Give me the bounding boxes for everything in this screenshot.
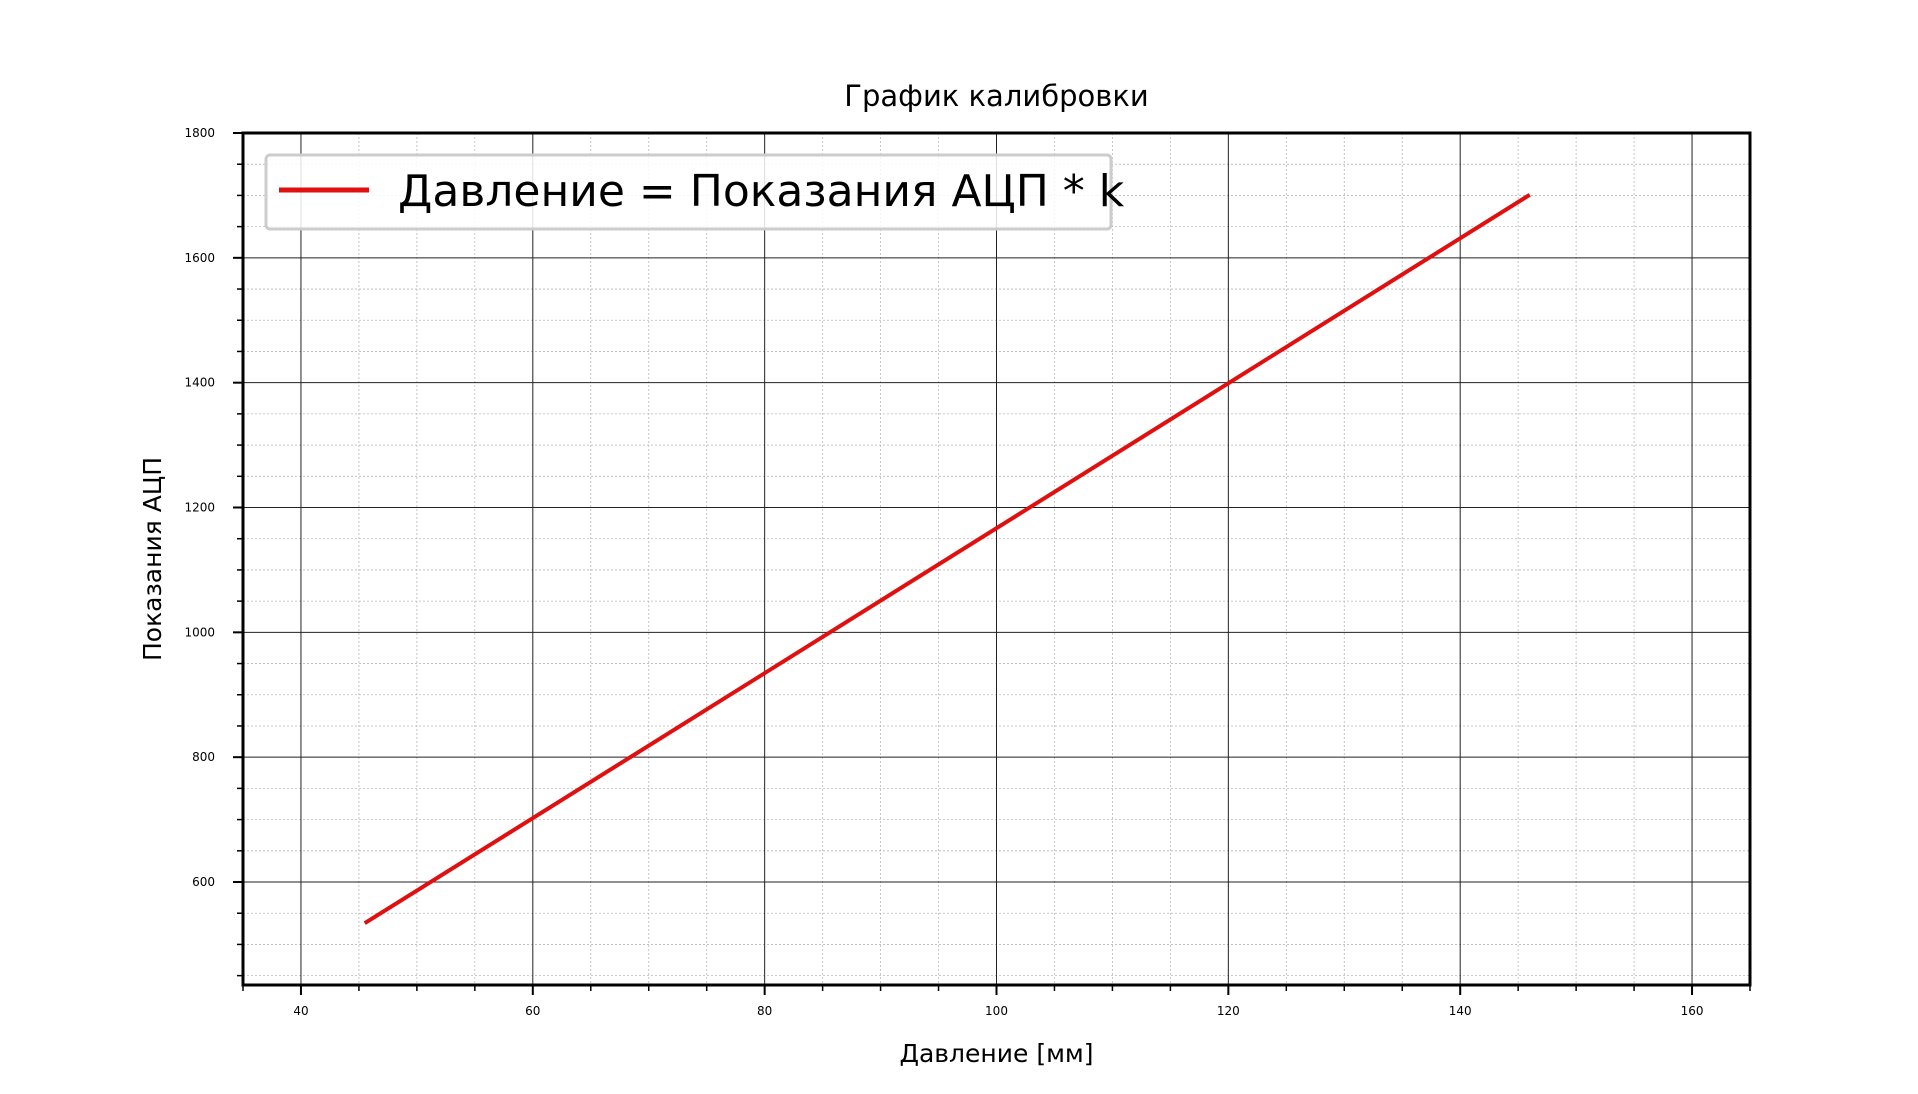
axis-ticks bbox=[233, 132, 1751, 995]
x-tick-label: 60 bbox=[525, 1004, 540, 1018]
y-tick-label: 1000 bbox=[184, 625, 215, 639]
y-tick-label: 600 bbox=[192, 875, 215, 889]
legend-entry: Давление = Показания АЦП * k bbox=[398, 166, 1125, 217]
x-tick-label: 120 bbox=[1217, 1004, 1240, 1018]
x-tick-label: 40 bbox=[293, 1004, 308, 1018]
y-tick-label: 1200 bbox=[184, 501, 215, 515]
y-axis-label: Показания АЦП bbox=[138, 457, 167, 661]
x-tick-label: 160 bbox=[1681, 1004, 1704, 1018]
y-tick-label: 1800 bbox=[184, 126, 215, 140]
tick-labels: 40 60 80 100 120 140 160 600 800 1000 1200 1400 1600… bbox=[184, 126, 1703, 1018]
x-axis-label: Давление [мм] bbox=[899, 1039, 1093, 1068]
x-tick-label: 80 bbox=[757, 1004, 772, 1018]
y-tick-label: 1600 bbox=[184, 251, 215, 265]
series-line bbox=[363, 193, 1531, 925]
legend-box bbox=[264, 153, 1113, 231]
x-tick-label: 100 bbox=[985, 1004, 1008, 1018]
x-tick-label: 140 bbox=[1449, 1004, 1472, 1018]
legend: Давление = Показания АЦП * k bbox=[264, 153, 1125, 231]
y-tick-label: 1400 bbox=[184, 376, 215, 390]
chart-title: График калибровки bbox=[844, 79, 1148, 113]
series-layer bbox=[363, 193, 1531, 925]
y-tick-label: 800 bbox=[192, 750, 215, 764]
